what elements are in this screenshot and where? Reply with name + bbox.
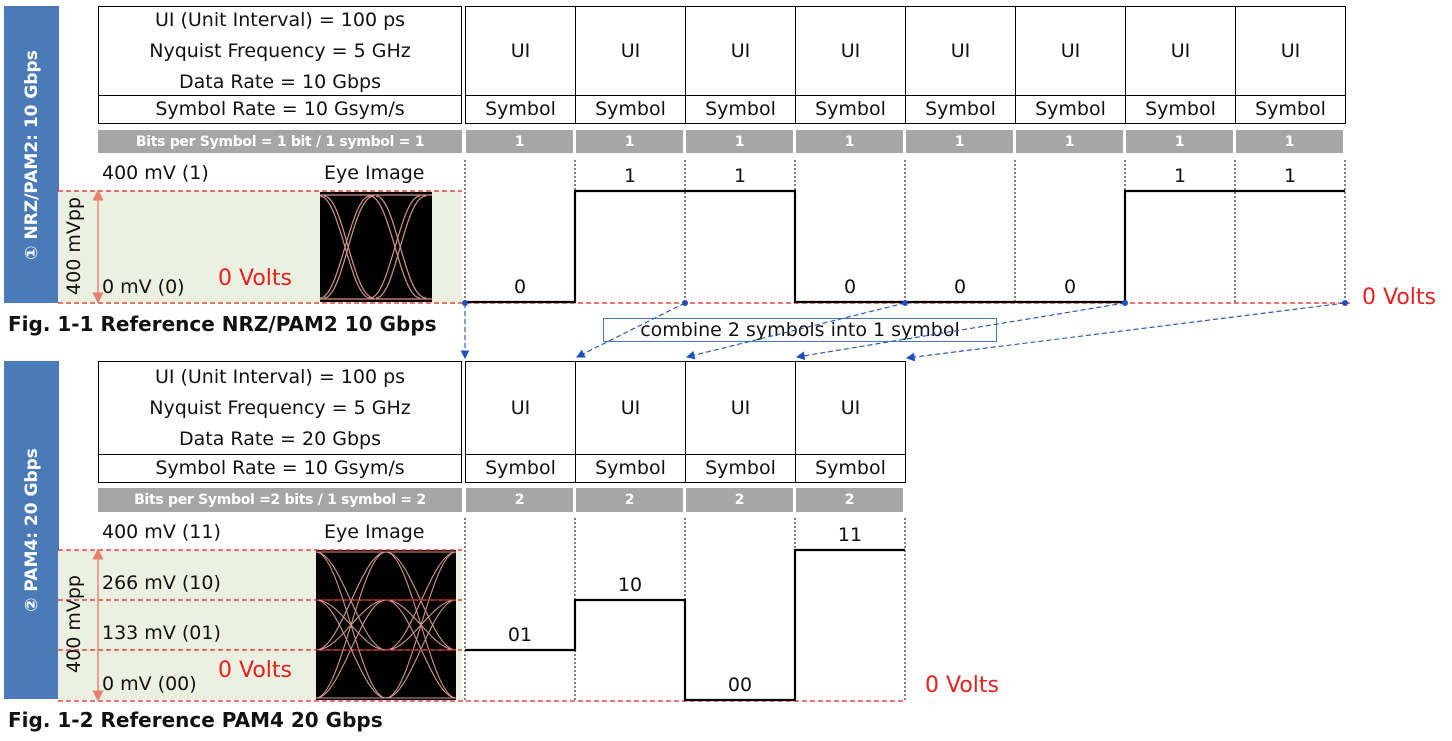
pam4-level-00: 0 mV (00) [102, 673, 197, 695]
pam4-info-box: UI (Unit Interval) = 100 ps Nyquist Freq… [98, 361, 462, 455]
nrz-bit-count-cell: 1 [466, 130, 573, 153]
nrz-bit-label: 0 [513, 276, 527, 298]
pam4-nyquist: Nyquist Frequency = 5 GHz [149, 396, 411, 419]
nrz-bit-label: 0 [843, 276, 857, 298]
nrz-caption: Fig. 1-1 Reference NRZ/PAM2 10 Gbps [8, 312, 437, 336]
pam4-data-rate: Data Rate = 20 Gbps [179, 427, 381, 450]
nrz-bit-label: 1 [1283, 165, 1297, 187]
nrz-symbol-rate: Symbol Rate = 10 Gsym/s [98, 95, 462, 124]
nrz-ui-interval: UI (Unit Interval) = 100 ps [154, 8, 406, 31]
nrz-ui-cell: UI [905, 6, 1016, 96]
combine-source-dot [682, 300, 688, 306]
pam4-eye-label: Eye Image [324, 521, 425, 543]
nrz-top-level: 400 mV (1) [102, 162, 209, 184]
pam4-ui-interval: UI (Unit Interval) = 100 ps [154, 365, 406, 388]
pam4-ui-cell: UI [575, 361, 686, 455]
pam4-ui-cell: UI [685, 361, 796, 455]
nrz-info-box: UI (Unit Interval) = 100 ps Nyquist Freq… [98, 6, 462, 96]
pam4-caption: Fig. 1-2 Reference PAM4 20 Gbps [8, 708, 383, 732]
nrz-bit-label: 0 [953, 276, 967, 298]
nrz-ui-cell: UI [465, 6, 576, 96]
nrz-right-zero-volts: 0 Volts [1362, 285, 1436, 310]
pam4-symbol-cell: Symbol [465, 454, 576, 483]
combine-source-dot [462, 300, 468, 306]
nrz-bit-count-cell: 1 [1126, 130, 1233, 153]
nrz-symbol-cell: Symbol [1125, 95, 1236, 124]
pam4-zero-volts: 0 Volts [218, 658, 292, 683]
pam4-symbol-rate: Symbol Rate = 10 Gsym/s [98, 454, 462, 483]
pam4-symbol-cell: Symbol [575, 454, 686, 483]
nrz-bit-label: 0 [1063, 276, 1077, 298]
pam4-symbol-cell: Symbol [795, 454, 906, 483]
pam4-right-zero-volts: 0 Volts [925, 673, 999, 698]
nrz-bottom-level: 0 mV (0) [102, 276, 185, 298]
nrz-bit-label: 1 [733, 165, 747, 187]
nrz-nyquist: Nyquist Frequency = 5 GHz [149, 39, 411, 62]
nrz-bit-label: 1 [623, 165, 637, 187]
pam4-symbol-label: 11 [837, 524, 863, 546]
nrz-bit-count-cell: 1 [906, 130, 1013, 153]
pam4-vpp-label: 400 mVpp [63, 575, 85, 673]
nrz-bit-count-cell: 1 [576, 130, 683, 153]
nrz-symbol-cell: Symbol [465, 95, 576, 124]
pam4-level-01: 133 mV (01) [102, 622, 221, 644]
nrz-symbol-cell: Symbol [685, 95, 796, 124]
pam4-ui-cell: UI [465, 361, 576, 455]
pam4-symbol-cell: Symbol [685, 454, 796, 483]
nrz-ui-cell: UI [795, 6, 906, 96]
nrz-symbol-cell: Symbol [1235, 95, 1346, 124]
pam4-side-label: ② PAM4: 20 Gbps [4, 361, 59, 699]
nrz-ui-cell: UI [575, 6, 686, 96]
nrz-symbol-cell: Symbol [905, 95, 1016, 124]
combine-source-dot [1342, 300, 1348, 306]
nrz-ui-cell: UI [685, 6, 796, 96]
nrz-eye-label: Eye Image [324, 162, 425, 184]
nrz-ui-cell: UI [1015, 6, 1126, 96]
pam4-symbol-label: 00 [727, 674, 753, 696]
nrz-bits-per-symbol: Bits per Symbol = 1 bit / 1 symbol = 1 [98, 130, 462, 153]
nrz-symbol-cell: Symbol [795, 95, 906, 124]
pam4-symbol-label: 01 [507, 624, 533, 646]
nrz-vpp-label: 400 mVpp [63, 197, 85, 295]
nrz-bit-count-cell: 1 [686, 130, 793, 153]
pam4-bit-count-cell: 2 [686, 488, 793, 512]
combine-callout: combine 2 symbols into 1 symbol [603, 318, 997, 342]
combine-source-dot [902, 300, 908, 306]
pam4-eye-image [316, 550, 456, 700]
nrz-eye-image [320, 192, 432, 302]
pam4-ui-cell: UI [795, 361, 906, 455]
pam4-bits-per-symbol: Bits per Symbol =2 bits / 1 symbol = 2 [98, 488, 462, 512]
combine-source-dot [1122, 300, 1128, 306]
pam4-bit-count-cell: 2 [796, 488, 903, 512]
nrz-bit-count-cell: 1 [1016, 130, 1123, 153]
nrz-ui-cell: UI [1235, 6, 1346, 96]
nrz-zero-volts: 0 Volts [218, 266, 292, 291]
nrz-side-label: ① NRZ/PAM2: 10 Gbps [4, 6, 59, 303]
pam4-symbol-label: 10 [617, 574, 643, 596]
nrz-data-rate: Data Rate = 10 Gbps [179, 70, 381, 93]
nrz-symbol-cell: Symbol [1015, 95, 1126, 124]
nrz-ui-cell: UI [1125, 6, 1236, 96]
pam4-bit-count-cell: 2 [576, 488, 683, 512]
pam4-level-10: 266 mV (10) [102, 572, 221, 594]
pam4-level-11: 400 mV (11) [102, 521, 221, 543]
nrz-bit-count-cell: 1 [1236, 130, 1343, 153]
nrz-symbol-cell: Symbol [575, 95, 686, 124]
pam4-bit-count-cell: 2 [466, 488, 573, 512]
nrz-bit-count-cell: 1 [796, 130, 903, 153]
nrz-bit-label: 1 [1173, 165, 1187, 187]
